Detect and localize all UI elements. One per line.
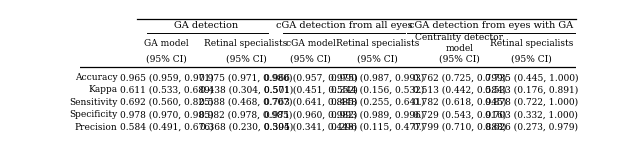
Text: 0.971 (0.960, 0.982): 0.971 (0.960, 0.982) [264, 110, 357, 119]
Text: 0.588 (0.468, 0.707): 0.588 (0.468, 0.707) [200, 98, 293, 107]
Text: 0.975 (0.971, 0.980): 0.975 (0.971, 0.980) [200, 73, 293, 82]
Text: 0.703 (0.332, 1.000): 0.703 (0.332, 1.000) [485, 110, 578, 119]
Text: 0.990 (0.987, 0.993): 0.990 (0.987, 0.993) [331, 73, 424, 82]
Text: 0.782 (0.618, 0.945): 0.782 (0.618, 0.945) [413, 98, 506, 107]
Text: 0.763 (0.641, 0.885): 0.763 (0.641, 0.885) [264, 98, 357, 107]
Text: (95% CI): (95% CI) [357, 55, 398, 64]
Text: 0.993 (0.989, 0.996): 0.993 (0.989, 0.996) [331, 110, 424, 119]
Text: 0.729 (0.543, 0.916): 0.729 (0.543, 0.916) [413, 110, 506, 119]
Text: 0.611 (0.533, 0.689): 0.611 (0.533, 0.689) [120, 85, 213, 94]
Text: (95% CI): (95% CI) [511, 55, 552, 64]
Text: 0.533 (0.176, 0.891): 0.533 (0.176, 0.891) [484, 85, 578, 94]
Text: Retinal specialists: Retinal specialists [490, 39, 573, 48]
Text: 0.735 (0.445, 1.000): 0.735 (0.445, 1.000) [484, 73, 578, 82]
Text: 0.394 (0.341, 0.448): 0.394 (0.341, 0.448) [264, 123, 357, 132]
Text: 0.513 (0.442, 0.584): 0.513 (0.442, 0.584) [413, 85, 506, 94]
Text: (95% CI): (95% CI) [291, 55, 331, 64]
Text: Sensitivity: Sensitivity [69, 98, 117, 107]
Text: Specificity: Specificity [69, 110, 117, 119]
Text: 0.982 (0.978, 0.985): 0.982 (0.978, 0.985) [200, 110, 293, 119]
Text: cGA model: cGA model [286, 39, 335, 48]
Text: Kappa: Kappa [88, 85, 117, 94]
Text: 0.584 (0.491, 0.676): 0.584 (0.491, 0.676) [120, 123, 214, 132]
Text: (95% CI): (95% CI) [147, 55, 187, 64]
Text: 0.448 (0.255, 0.641): 0.448 (0.255, 0.641) [331, 98, 424, 107]
Text: cGA detection from all eyes: cGA detection from all eyes [276, 21, 413, 30]
Text: (95% CI): (95% CI) [439, 55, 480, 64]
Text: Centrality detector
model: Centrality detector model [415, 33, 504, 53]
Text: Accuracy: Accuracy [75, 73, 117, 82]
Text: 0.799 (0.710, 0.888): 0.799 (0.710, 0.888) [413, 123, 506, 132]
Text: 0.501 (0.451, 0.552): 0.501 (0.451, 0.552) [264, 85, 358, 94]
Text: 0.296 (0.115, 0.477): 0.296 (0.115, 0.477) [331, 123, 424, 132]
Text: GA model: GA model [145, 39, 189, 48]
Text: 0.692 (0.560, 0.825): 0.692 (0.560, 0.825) [120, 98, 214, 107]
Text: cGA detection from eyes with GA: cGA detection from eyes with GA [408, 21, 573, 30]
Text: Retinal specialists: Retinal specialists [204, 39, 288, 48]
Text: GA detection: GA detection [175, 21, 239, 30]
Text: 0.878 (0.722, 1.000): 0.878 (0.722, 1.000) [484, 98, 578, 107]
Text: 0.978 (0.970, 0.985): 0.978 (0.970, 0.985) [120, 110, 214, 119]
Text: 0.762 (0.725, 0.799): 0.762 (0.725, 0.799) [413, 73, 506, 82]
Text: 0.965 (0.959, 0.971): 0.965 (0.959, 0.971) [120, 73, 214, 82]
Text: 0.368 (0.230, 0.505): 0.368 (0.230, 0.505) [200, 123, 292, 132]
Text: (95% CI): (95% CI) [226, 55, 266, 64]
Text: 0.344 (0.156, 0.532): 0.344 (0.156, 0.532) [331, 85, 424, 94]
Text: Precision: Precision [74, 123, 117, 132]
Text: 0.438 (0.304, 0.571): 0.438 (0.304, 0.571) [200, 85, 292, 94]
Text: Retinal specialists: Retinal specialists [336, 39, 419, 48]
Text: 0.626 (0.273, 0.979): 0.626 (0.273, 0.979) [485, 123, 578, 132]
Text: 0.966 (0.957, 0.975): 0.966 (0.957, 0.975) [264, 73, 358, 82]
